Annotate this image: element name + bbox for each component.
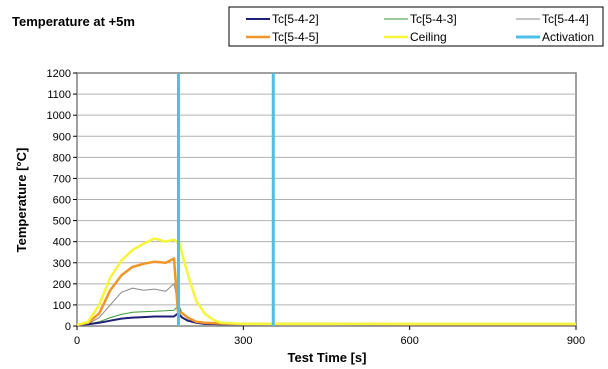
series-lines	[76, 237, 576, 327]
legend-label-tc-5-4-5: Tc[5-4-5]	[272, 30, 319, 44]
y-tick-label: 500	[53, 216, 71, 228]
y-tick-label: 1100	[47, 89, 71, 101]
y-tick-label: 800	[53, 152, 71, 164]
y-tick-label: 1200	[47, 68, 71, 80]
y-tick-label: 1000	[47, 110, 71, 122]
legend: Tc[5-4-2] Tc[5-4-3] Tc[5-4-4] Tc[5-4-5] Ceil…	[246, 12, 594, 44]
x-axis-label: Test Time [s]	[288, 350, 367, 365]
x-tick-label: 0	[74, 335, 80, 347]
legend-label-tc-5-4-4: Tc[5-4-4]	[542, 12, 589, 26]
y-tick-label: 100	[53, 300, 71, 312]
y-tick-label: 200	[53, 279, 71, 291]
y-axis-ticks: 0 100 200 300 400 500 600 700 800 900 1000 1100 1200	[47, 68, 77, 333]
activation-lines	[176, 73, 275, 326]
grid-lines	[77, 93, 576, 306]
y-tick-label: 0	[65, 321, 71, 333]
x-tick-label: 600	[400, 335, 418, 347]
legend-label-tc-5-4-3: Tc[5-4-3]	[410, 12, 457, 26]
y-tick-label: 700	[53, 173, 71, 185]
chart-title: Temperature at +5m	[12, 14, 135, 29]
legend-label-tc-5-4-2: Tc[5-4-2]	[272, 12, 319, 26]
y-tick-label: 600	[53, 195, 71, 207]
legend-label-ceiling: Ceiling	[410, 30, 447, 44]
legend-label-activation: Activation	[542, 30, 594, 44]
x-tick-label: 300	[234, 335, 252, 347]
y-tick-label: 400	[53, 237, 71, 249]
y-tick-label: 300	[53, 258, 71, 270]
x-tick-label: 900	[567, 335, 585, 347]
y-tick-label: 900	[53, 131, 71, 143]
series-line-ceiling	[76, 237, 576, 327]
legend-box	[228, 6, 604, 47]
x-axis-ticks: 0 300 600 900	[74, 326, 585, 347]
y-axis-label: Temperature [°C]	[14, 148, 29, 253]
